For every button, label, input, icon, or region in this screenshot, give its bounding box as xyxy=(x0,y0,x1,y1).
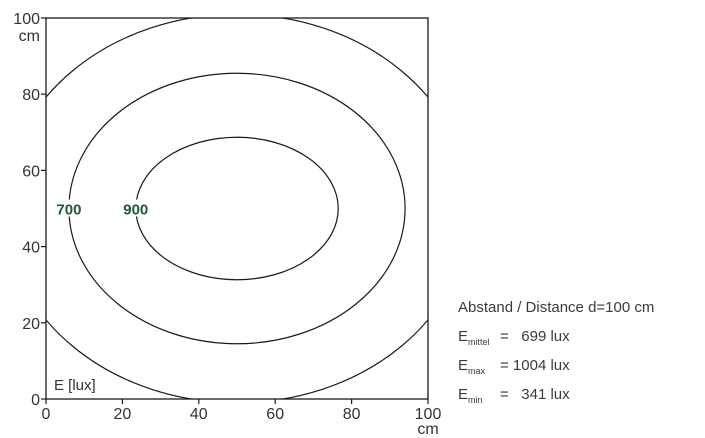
y-tick-label-80: 80 xyxy=(22,87,40,104)
e-mittel-value: = 699 lux xyxy=(500,328,570,345)
plot-frame xyxy=(45,17,429,400)
y-tick-label-100: 100 xyxy=(13,11,40,28)
x-tick-label-100: 100 xyxy=(415,406,442,423)
e-min-value: = 341 lux xyxy=(500,386,570,403)
contour-label-1: 700 xyxy=(56,202,81,219)
y-tick-label-40: 40 xyxy=(22,240,40,257)
x-tick-label-0: 0 xyxy=(42,406,51,423)
y-unit-label: cm xyxy=(19,28,40,45)
contour-line-0 xyxy=(135,136,339,281)
x-tick-label-80: 80 xyxy=(343,406,361,423)
e-min-row: Emin = 341 lux xyxy=(458,380,654,409)
x-unit-label: cm xyxy=(417,421,438,438)
e-mittel-symbol: Emittel xyxy=(458,328,490,347)
e-max-symbol: Emax xyxy=(458,357,486,376)
contour-label-bg-0 xyxy=(118,199,153,217)
x-tick-label-40: 40 xyxy=(190,406,208,423)
contour-label-0: 900 xyxy=(123,202,148,219)
y-tick-label-0: 0 xyxy=(31,392,40,409)
corner-label: E [lux] xyxy=(54,377,96,394)
e-max-row: Emax = 1004 lux xyxy=(458,351,654,380)
e-mittel-row: Emittel = 699 lux xyxy=(458,322,654,351)
x-tick-label-60: 60 xyxy=(266,406,284,423)
y-tick-label-60: 60 xyxy=(22,163,40,180)
measurement-summary: Abstand / Distance d=100 cm Emittel = 699… xyxy=(458,293,654,409)
distance-label: Abstand / Distance d=100 cm xyxy=(458,299,655,316)
contour-label-bg-1 xyxy=(51,199,86,217)
x-tick-label-20: 20 xyxy=(114,406,132,423)
e-max-value: = 1004 lux xyxy=(500,357,570,374)
y-tick-label-20: 20 xyxy=(22,316,40,333)
e-min-symbol: Emin xyxy=(458,386,483,405)
